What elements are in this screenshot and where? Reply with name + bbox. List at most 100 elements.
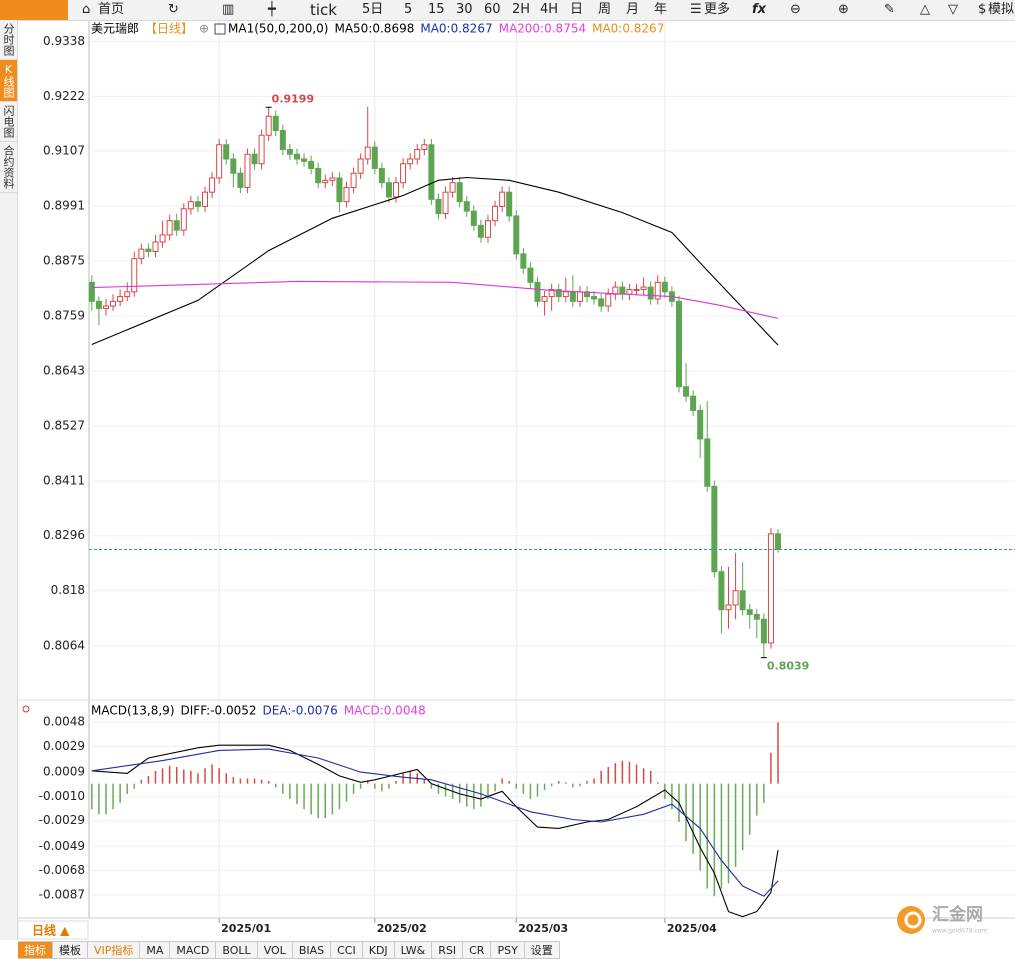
toolbar-button[interactable]: 5 bbox=[404, 2, 413, 17]
indicator-tab[interactable]: MA bbox=[140, 941, 171, 959]
toolbar-icon[interactable]: △ bbox=[920, 2, 930, 17]
toolbar-icon[interactable]: ↻ bbox=[168, 2, 179, 17]
toolbar-button[interactable]: 首页 bbox=[98, 2, 125, 17]
candle-body bbox=[739, 590, 746, 611]
indicator-tab[interactable]: VIP指标 bbox=[88, 941, 141, 959]
toolbar-button[interactable]: 模拟 bbox=[988, 2, 1015, 17]
candle-body bbox=[286, 148, 293, 155]
indicator-line bbox=[91, 280, 779, 319]
candle-body bbox=[605, 293, 612, 307]
legend-entry: MA0:0.8267 bbox=[420, 22, 492, 36]
indicator-tab[interactable]: BIAS bbox=[292, 941, 332, 959]
candle-body bbox=[569, 291, 576, 302]
toolbar-icon[interactable]: ⊕ bbox=[838, 2, 849, 17]
candle-body bbox=[414, 148, 421, 160]
toolbar-button[interactable]: 月 bbox=[626, 2, 640, 17]
candle-body bbox=[88, 281, 95, 302]
indicator-line bbox=[91, 748, 779, 897]
toolbar-icon[interactable]: ⊖ bbox=[790, 2, 801, 17]
indicator-tab[interactable]: BOLL bbox=[216, 941, 258, 959]
indicator-tab[interactable]: 模板 bbox=[53, 941, 88, 959]
legend-entry: MA0:0.8267 bbox=[592, 22, 664, 36]
indicator-tab[interactable]: RSI bbox=[432, 941, 464, 959]
sidebar-tab[interactable]: K线图 bbox=[0, 60, 17, 102]
candle-body bbox=[647, 286, 654, 300]
y-tick-label: -0.0049 bbox=[39, 839, 85, 853]
period-button[interactable]: 日线 ▲ bbox=[32, 923, 70, 938]
toolbar-button[interactable]: 60 bbox=[484, 2, 501, 17]
candle-body bbox=[343, 186, 350, 203]
candle-body bbox=[753, 613, 760, 620]
candle-body bbox=[527, 267, 534, 283]
sidebar-tab[interactable]: 分时图 bbox=[0, 20, 17, 60]
candle-body bbox=[732, 590, 739, 606]
toolbar-button[interactable]: 日 bbox=[570, 2, 584, 17]
candle-body bbox=[385, 182, 392, 198]
indicator-tab[interactable]: VOL bbox=[257, 941, 293, 959]
toolbar-button[interactable]: tick bbox=[310, 1, 337, 19]
indicator-tab[interactable]: CCI bbox=[331, 941, 363, 959]
candle-body bbox=[308, 160, 315, 169]
toolbar-button[interactable]: 更多 bbox=[704, 2, 731, 17]
toolbar-icon[interactable]: ✎ bbox=[884, 2, 895, 17]
toolbar-button[interactable]: 15 bbox=[428, 2, 445, 17]
indicator-tab[interactable]: KDJ bbox=[362, 941, 395, 959]
candle-body bbox=[350, 172, 357, 188]
candle-body bbox=[357, 158, 364, 174]
candle-body bbox=[102, 305, 109, 309]
candle-body bbox=[484, 220, 491, 238]
y-tick-label: 0.8643 bbox=[43, 364, 85, 378]
candle-body bbox=[95, 300, 102, 309]
legend-entry: MA50:0.8698 bbox=[334, 22, 414, 36]
sidebar-tab[interactable]: 合约资料 bbox=[0, 142, 17, 193]
candle-body bbox=[428, 144, 435, 200]
indicator-tab[interactable]: CR bbox=[463, 941, 492, 959]
candle-body bbox=[640, 286, 647, 290]
candle-body bbox=[209, 177, 216, 193]
indicator-line bbox=[91, 744, 779, 918]
candle-body bbox=[315, 167, 322, 184]
y-tick-label: 0.9338 bbox=[43, 34, 85, 48]
candle-body bbox=[110, 300, 117, 307]
toolbar-button[interactable]: fx bbox=[752, 2, 767, 17]
indicator-tab[interactable]: LW& bbox=[394, 941, 433, 959]
candle-body bbox=[265, 115, 272, 136]
chart-title: MACD(13,8,9) bbox=[91, 704, 175, 718]
y-tick-label: 0.0029 bbox=[43, 739, 85, 753]
candle-body bbox=[258, 134, 265, 165]
toolbar-button[interactable]: 4H bbox=[540, 2, 559, 17]
y-tick-label: 0.8527 bbox=[43, 419, 85, 433]
toolbar-icon[interactable]: ⌂ bbox=[82, 2, 91, 17]
toolbar-icon[interactable]: $ bbox=[978, 2, 987, 17]
toolbar-button[interactable]: 5日 bbox=[362, 2, 384, 17]
candle-body bbox=[555, 288, 562, 298]
candle-body bbox=[244, 153, 251, 188]
toolbar-icon[interactable]: ☰ bbox=[690, 2, 702, 17]
period-bg[interactable] bbox=[17, 920, 89, 940]
back-button-bg[interactable] bbox=[0, 0, 68, 20]
toolbar-button[interactable]: 年 bbox=[654, 2, 668, 17]
logo-url: www.gold678.com bbox=[932, 928, 987, 935]
indicator-tab[interactable]: 指标 bbox=[18, 941, 53, 959]
candle-body bbox=[718, 571, 725, 611]
candle-body bbox=[470, 210, 477, 226]
toolbar-button[interactable]: 2H bbox=[512, 2, 531, 17]
toolbar-button[interactable]: 30 bbox=[456, 2, 473, 17]
toolbar-icon[interactable]: ┿ bbox=[268, 2, 276, 17]
settings-icon[interactable] bbox=[22, 705, 30, 713]
candle-body bbox=[591, 296, 598, 300]
candle-body bbox=[251, 153, 258, 165]
toolbar-icon[interactable]: ▽ bbox=[948, 2, 958, 17]
toolbar-icon[interactable]: ▥ bbox=[222, 2, 235, 17]
indicator-tab[interactable]: PSY bbox=[491, 941, 525, 959]
indicator-tab[interactable]: MACD bbox=[170, 941, 217, 959]
candle-body bbox=[216, 144, 223, 179]
sidebar-tab[interactable]: 闪电图 bbox=[0, 102, 17, 142]
sidebar: 分时图 K线图 闪电图 合约资料 bbox=[0, 20, 18, 940]
indicator-tab[interactable]: 设置 bbox=[524, 941, 560, 959]
toolbar-button[interactable]: 周 bbox=[598, 2, 612, 17]
high-label: 0.9199 bbox=[272, 92, 314, 105]
candle-body bbox=[442, 191, 449, 215]
candle-body bbox=[456, 182, 463, 203]
